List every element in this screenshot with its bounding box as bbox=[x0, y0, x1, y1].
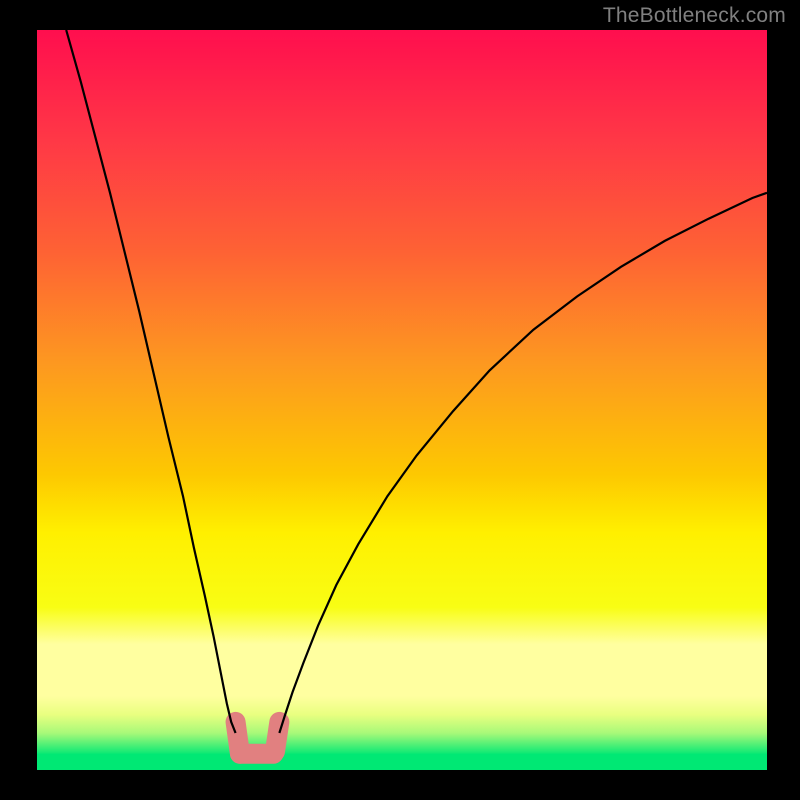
watermark-label: TheBottleneck.com bbox=[603, 4, 786, 28]
curve-right bbox=[279, 193, 767, 733]
curve-left bbox=[66, 30, 235, 733]
near-zero-highlight bbox=[236, 722, 280, 754]
bottleneck-chart bbox=[37, 30, 767, 770]
chart-curves-layer bbox=[37, 30, 767, 770]
